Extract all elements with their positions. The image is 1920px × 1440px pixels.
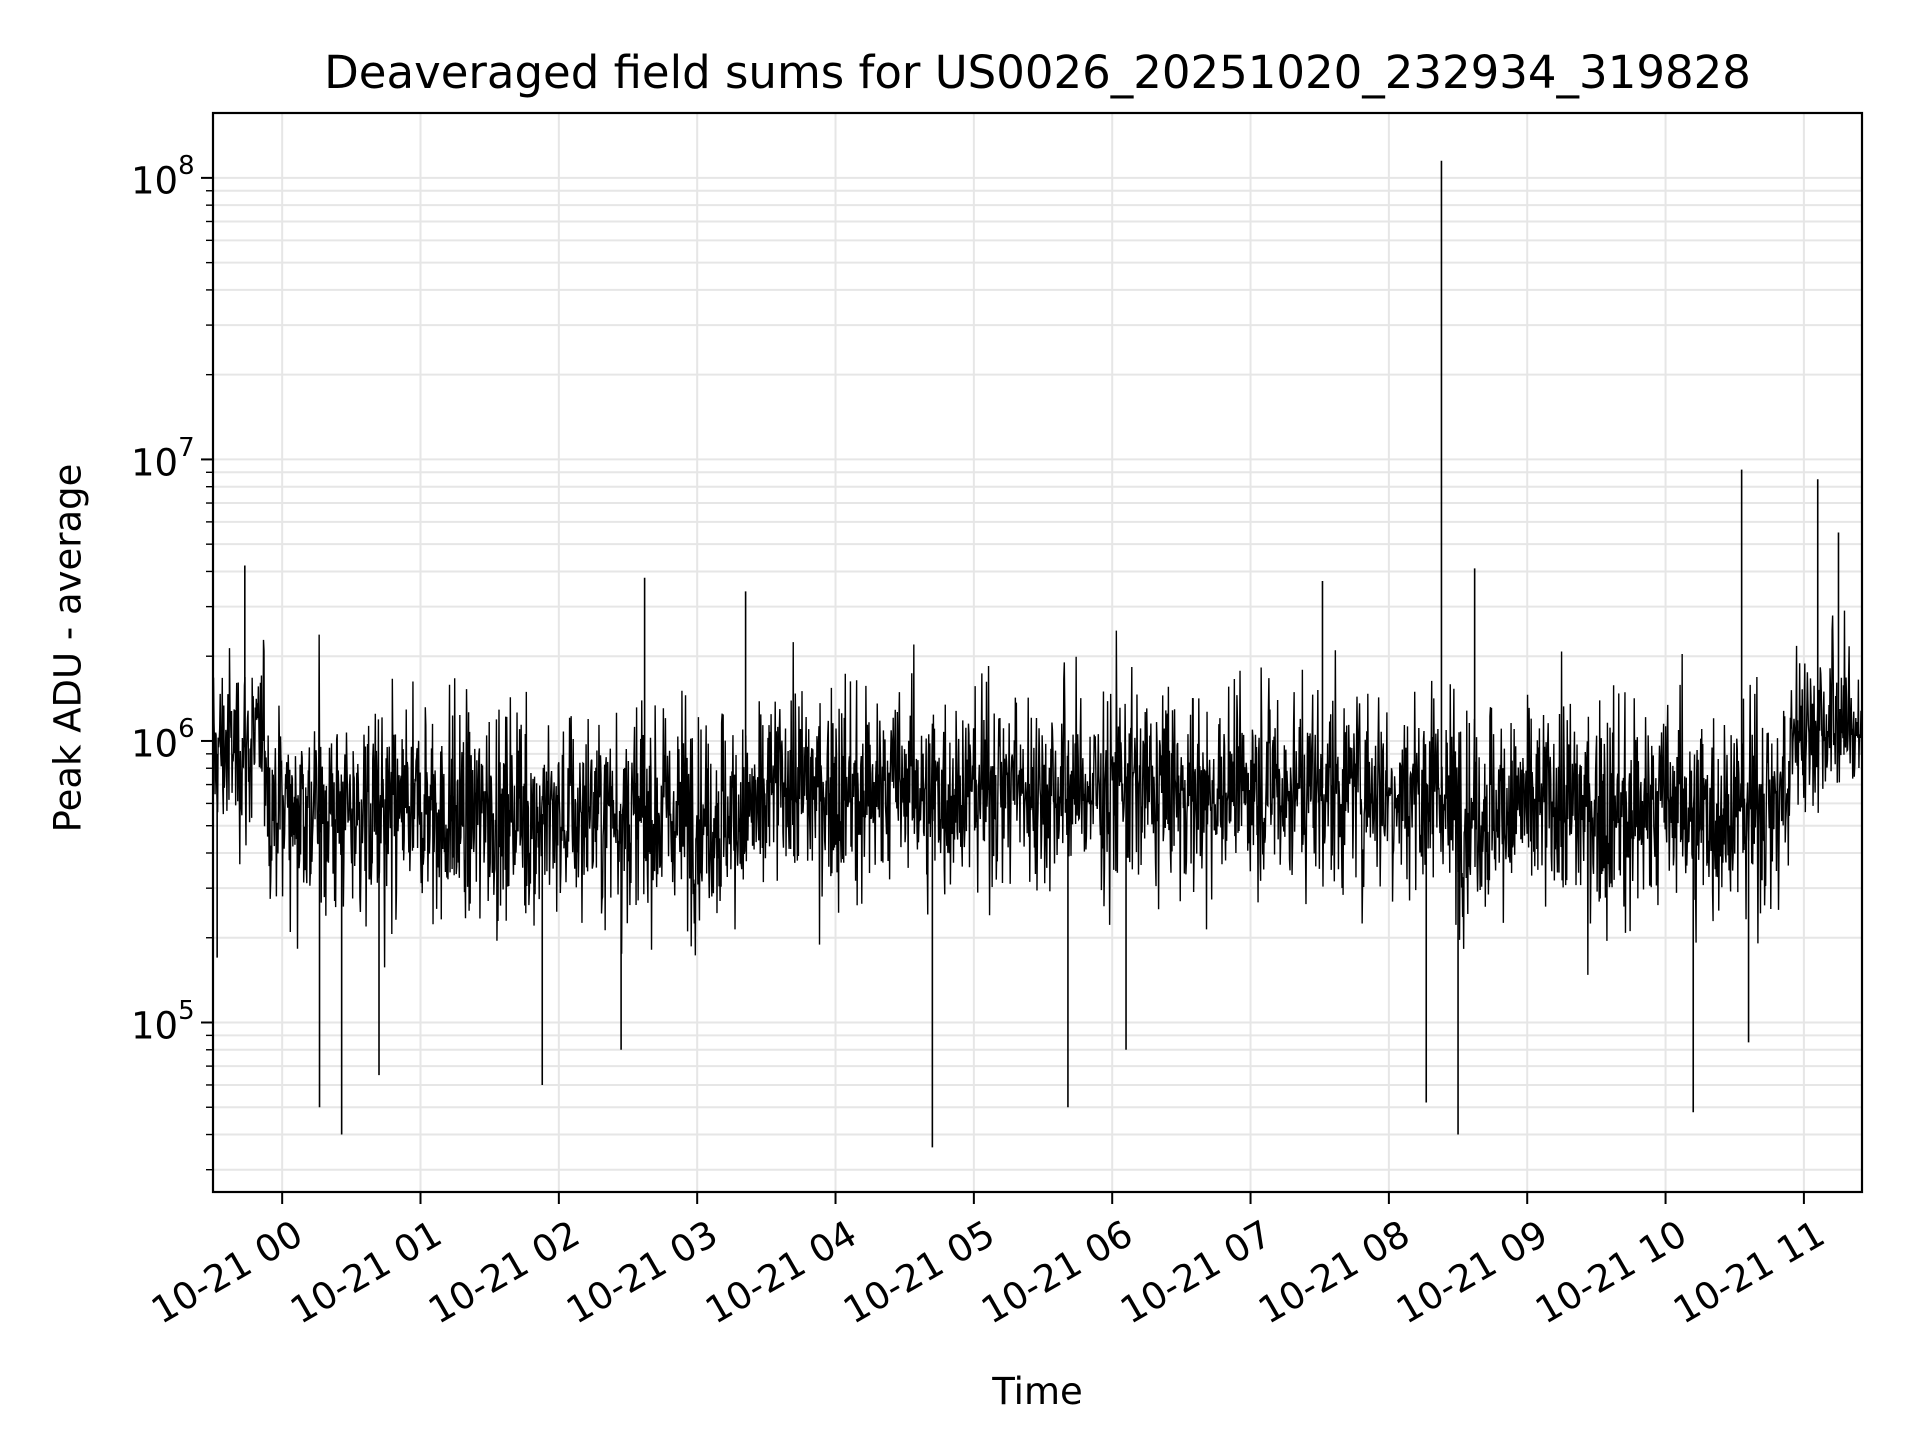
y-tick-label: 107: [131, 433, 195, 485]
axis-ticks: [201, 176, 1805, 1204]
y-tick-label: 108: [131, 151, 195, 203]
y-tick-exponent: 5: [178, 995, 195, 1026]
grid-lines: [213, 113, 1862, 1192]
series-line: [212, 610, 1863, 975]
chart-title: Deaveraged field sums for US0026_2025102…: [324, 46, 1751, 99]
y-tick-base: 10: [131, 159, 179, 203]
y-tick-base: 10: [131, 441, 179, 485]
y-tick-exponent: 6: [178, 714, 195, 745]
y-axis-label: Peak ADU - average: [46, 463, 90, 833]
y-tick-label: 105: [131, 996, 195, 1048]
y-tick-base: 10: [131, 1004, 179, 1048]
y-tick-label: 106: [131, 714, 195, 766]
y-tick-exponent: 7: [178, 432, 195, 463]
y-tick-base: 10: [131, 722, 179, 766]
y-tick-exponent: 8: [178, 151, 195, 182]
plot-frame: [211, 111, 1864, 1194]
x-axis-label: Time: [992, 1370, 1083, 1413]
spike-lines: [216, 160, 1840, 1148]
